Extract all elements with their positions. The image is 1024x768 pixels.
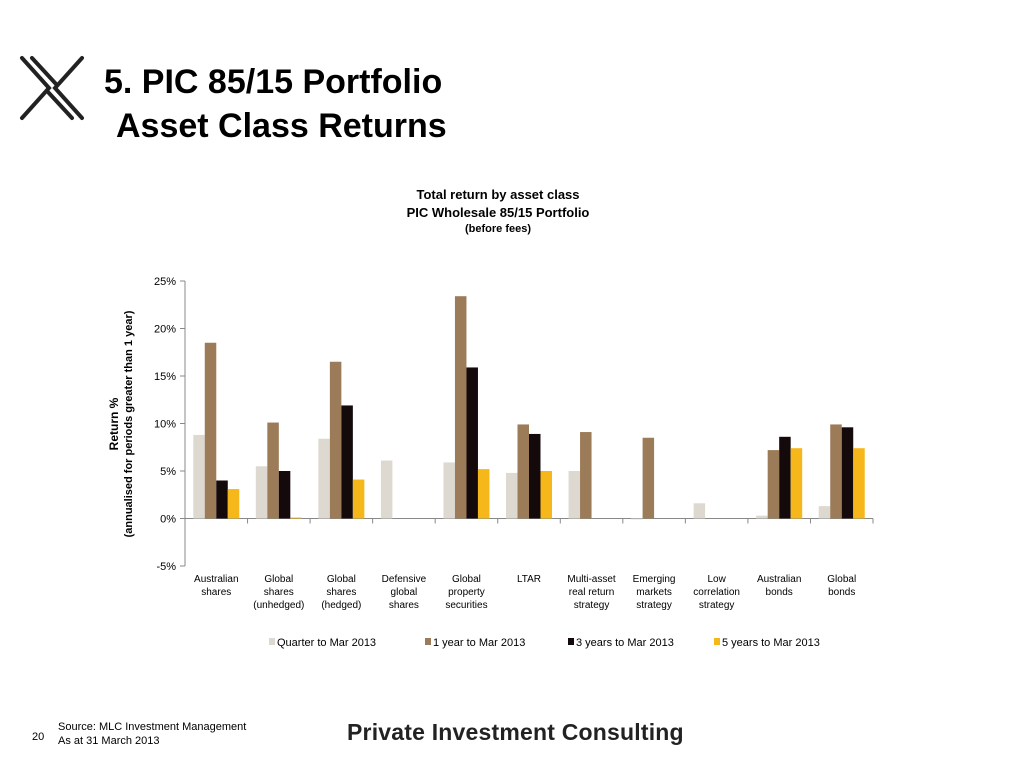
bar-2 — [204, 342, 217, 519]
x-tick-label: Australian — [194, 574, 238, 585]
y-tick-label: 15% — [154, 371, 176, 383]
x-tick-label: property — [448, 587, 485, 598]
x-tick-label: strategy — [636, 600, 672, 611]
legend-swatch — [425, 638, 431, 645]
bar-1 — [818, 506, 831, 519]
asset-class-returns-chart: Total return by asset class PIC Wholesale… — [107, 187, 874, 649]
bar-3 — [841, 427, 854, 519]
x-tick-label: real return — [569, 587, 615, 598]
brand-wordmark: Private Investment Consulting — [347, 719, 684, 745]
bar-2 — [329, 361, 342, 519]
x-tick-label: correlation — [693, 587, 740, 598]
x-tick-label: shares — [264, 587, 294, 598]
x-tick-label: bonds — [828, 587, 855, 598]
legend-swatch — [568, 638, 574, 645]
bar-4 — [790, 448, 803, 519]
legend-swatch — [269, 638, 275, 645]
bar-4 — [352, 479, 365, 519]
page-title-line-1: 5. PIC 85/15 Portfolio — [104, 63, 443, 101]
x-tick-label: markets — [636, 587, 672, 598]
x-tick-label: shares — [326, 587, 356, 598]
x-tick-label: Global — [264, 574, 293, 585]
x-tick-label: Multi-asset — [567, 574, 616, 585]
bar-2 — [830, 424, 842, 519]
bar-1 — [756, 515, 768, 519]
x-tick-label: LTAR — [517, 574, 541, 585]
y-tick-label: 0% — [160, 514, 176, 526]
bar-2 — [642, 437, 655, 519]
bar-4 — [227, 489, 240, 519]
x-tick-label: securities — [445, 600, 487, 611]
x-tick-label: Emerging — [633, 574, 676, 585]
bar-3 — [278, 471, 291, 519]
bar-1 — [193, 434, 205, 519]
x-tick-label: bonds — [766, 587, 793, 598]
bar-4 — [540, 471, 552, 519]
x-tick-label: Australian — [757, 574, 801, 585]
x-tick-label: strategy — [699, 600, 735, 611]
bar-2 — [454, 296, 467, 519]
legend-label: Quarter to Mar 2013 — [277, 637, 376, 649]
bar-1 — [318, 438, 330, 519]
x-tick-label: Low — [707, 574, 726, 585]
chart-title-line: PIC Wholesale 85/15 Portfolio — [407, 205, 590, 220]
bar-1 — [255, 466, 268, 519]
x-tick-label: shares — [389, 600, 419, 611]
bar-3 — [466, 367, 478, 519]
bar-1 — [380, 460, 393, 519]
source-line: Source: MLC Investment Management — [58, 721, 247, 733]
legend-label: 5 years to Mar 2013 — [722, 637, 820, 649]
bar-1 — [693, 503, 706, 519]
chart-title-line: (before fees) — [465, 223, 531, 235]
x-tick-label: global — [391, 587, 418, 598]
x-tick-label: Global — [327, 574, 356, 585]
bar-3 — [529, 433, 541, 519]
x-tick-label: Defensive — [382, 574, 427, 585]
bar-3 — [341, 405, 353, 519]
bar-1 — [443, 462, 455, 519]
bar-4 — [853, 448, 865, 519]
bar-1 — [631, 518, 643, 520]
y-tick-label: 25% — [154, 276, 176, 288]
page-number: 20 — [32, 731, 45, 743]
bar-1 — [506, 472, 518, 519]
bar-4 — [477, 469, 490, 519]
y-tick-label: -5% — [156, 561, 176, 573]
bar-2 — [580, 432, 592, 519]
y-axis-sublabel: (annualised for periods greater than 1 y… — [123, 310, 135, 537]
legend-label: 3 years to Mar 2013 — [576, 637, 674, 649]
bar-2 — [517, 424, 529, 519]
company-logo-icon — [20, 56, 84, 120]
bar-3 — [216, 480, 228, 519]
x-tick-label: shares — [201, 587, 231, 598]
x-tick-label: (hedged) — [321, 600, 361, 611]
y-tick-label: 10% — [154, 419, 176, 431]
y-axis-label: Return % — [107, 397, 121, 450]
bar-3 — [779, 436, 791, 519]
bar-1 — [568, 471, 581, 519]
page-title-line-2: Asset Class Returns — [116, 107, 447, 145]
legend-swatch — [714, 638, 720, 645]
x-tick-label: (unhedged) — [253, 600, 304, 611]
as-at-line: As at 31 March 2013 — [58, 735, 160, 747]
x-tick-label: Global — [452, 574, 481, 585]
y-tick-label: 5% — [160, 466, 176, 478]
y-tick-label: 20% — [154, 324, 176, 336]
chart-title-line: Total return by asset class — [416, 187, 579, 202]
x-tick-label: strategy — [574, 600, 610, 611]
page-title: 5. PIC 85/15 Portfolio Asset Class Retur… — [104, 60, 447, 148]
legend-label: 1 year to Mar 2013 — [433, 637, 525, 649]
bar-4 — [290, 517, 302, 519]
source-note: Source: MLC Investment Management As at … — [58, 720, 246, 748]
bar-2 — [767, 450, 780, 519]
bar-2 — [267, 422, 279, 519]
x-tick-label: Global — [827, 574, 856, 585]
